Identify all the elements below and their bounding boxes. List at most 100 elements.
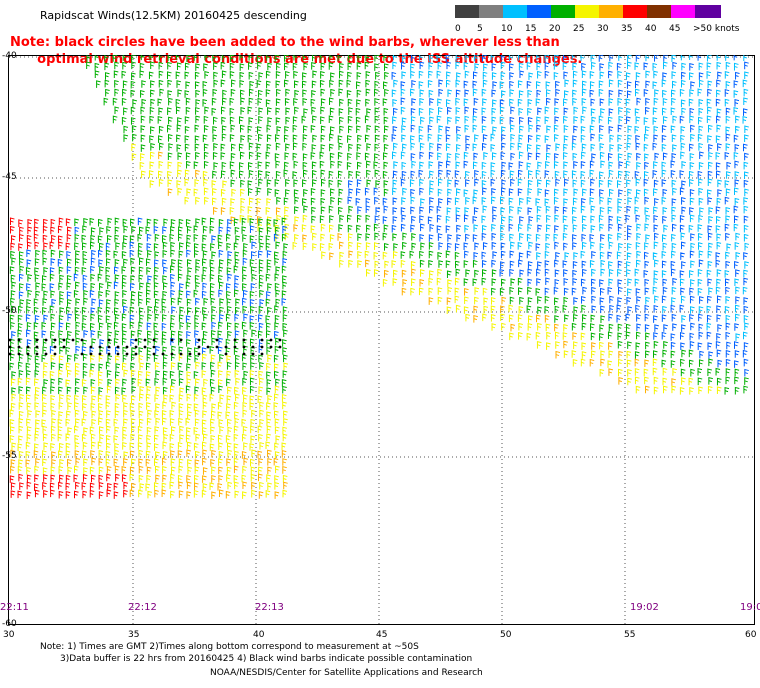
wind-barb [537, 70, 542, 79]
wind-barb [607, 360, 613, 368]
wind-barb [708, 144, 713, 152]
wind-barb [400, 151, 406, 160]
wind-barb [580, 179, 586, 188]
wind-barb [645, 214, 651, 223]
wind-barb [201, 370, 207, 378]
wind-barb [218, 226, 224, 235]
wind-barb [234, 226, 240, 235]
wind-barb [644, 359, 649, 368]
wind-barb [185, 417, 191, 426]
wind-barb [744, 368, 749, 377]
contamination-dot [179, 338, 183, 342]
wind-barb [717, 189, 722, 197]
wind-barb [274, 475, 279, 483]
wind-barb [130, 275, 136, 283]
wind-barb [98, 259, 103, 267]
wind-barb [355, 197, 361, 206]
wind-barb [328, 115, 334, 124]
wind-barb [292, 62, 298, 71]
wind-barb [105, 266, 111, 275]
wind-barb [438, 161, 443, 169]
wind-barb [645, 350, 650, 358]
wind-barb [184, 178, 190, 187]
wind-barb [239, 63, 245, 71]
wind-barb [194, 466, 200, 474]
wind-barb [226, 226, 232, 235]
wind-barb [636, 323, 641, 332]
wind-barb [599, 341, 604, 350]
wind-barb [240, 97, 245, 106]
wind-barb [82, 258, 88, 266]
wind-barb [239, 55, 244, 61]
wind-barb [410, 88, 415, 97]
legend-swatch [503, 5, 529, 18]
wind-barb [446, 270, 452, 278]
wind-barb [218, 458, 223, 466]
wind-barb [473, 305, 479, 314]
wind-barb [218, 475, 223, 483]
wind-barb [186, 378, 192, 386]
wind-barb [217, 411, 223, 419]
wind-barb [241, 451, 247, 459]
wind-barb [482, 269, 487, 277]
wind-barb [544, 116, 550, 124]
wind-barb [653, 206, 658, 215]
contamination-dot [89, 345, 93, 349]
wind-barb [697, 232, 703, 241]
wind-barb [598, 88, 604, 97]
wind-barb [129, 489, 135, 498]
wind-barb [743, 297, 749, 305]
wind-barb [283, 169, 289, 178]
wind-barb [528, 170, 533, 178]
wind-barb [544, 268, 550, 277]
wind-barb [572, 97, 577, 106]
wind-barb [733, 106, 739, 115]
wind-barb [123, 489, 128, 498]
wind-barb [573, 306, 579, 314]
wind-barb [59, 291, 64, 299]
wind-barb [42, 481, 47, 490]
wind-barb [114, 291, 120, 299]
wind-barb [735, 252, 741, 260]
wind-barb [464, 287, 469, 296]
wind-barb [248, 71, 254, 80]
wind-barb [644, 133, 649, 142]
wind-barb [130, 283, 135, 291]
longitude-label: 45 [376, 630, 388, 640]
wind-barb [679, 215, 685, 223]
wind-barb [74, 242, 79, 250]
wind-barb [535, 198, 541, 206]
wind-barb [501, 187, 506, 196]
wind-barb [67, 299, 72, 307]
wind-barb [661, 161, 667, 170]
wind-barb [122, 354, 128, 363]
contamination-dot [8, 345, 12, 349]
wind-barb [167, 90, 173, 98]
wind-barb [121, 387, 127, 395]
wind-barb [663, 55, 668, 62]
wind-barb [429, 142, 434, 151]
wind-barb [161, 409, 167, 418]
wind-barb [536, 278, 541, 286]
wind-barb [724, 70, 730, 79]
wind-barb [138, 449, 144, 458]
wind-barb [670, 360, 676, 368]
wind-barb [274, 189, 280, 197]
wind-barb [481, 115, 487, 124]
wind-barb [743, 331, 748, 340]
wind-barb [572, 89, 577, 98]
wind-barb [627, 306, 632, 314]
wind-barb [562, 332, 568, 340]
wind-barb [170, 385, 175, 394]
wind-barb [544, 250, 550, 259]
wind-barb [187, 411, 192, 419]
wind-barb [256, 55, 262, 62]
wind-barb [202, 81, 208, 89]
wind-barb [210, 386, 216, 395]
wind-barb [202, 353, 207, 362]
wind-barb [554, 331, 560, 340]
wind-barb [545, 81, 551, 89]
wind-barb [25, 377, 31, 386]
wind-barb [447, 89, 453, 97]
wind-barb [716, 314, 722, 322]
